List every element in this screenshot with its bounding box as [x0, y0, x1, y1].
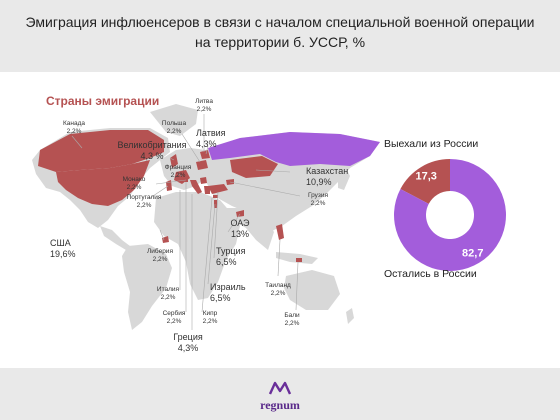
- label-france: Франция 2,2%: [164, 164, 192, 179]
- leader-line: [155, 179, 187, 185]
- country-israel: [214, 200, 217, 208]
- country-uk: [170, 154, 178, 168]
- label-kazakhstan: Казахстан 10,9%: [306, 166, 349, 187]
- land-central-america: [100, 226, 130, 250]
- leader-line: [277, 239, 281, 277]
- country-kazakhstan: [230, 156, 278, 178]
- land-greenland: [150, 104, 198, 136]
- country-turkey: [208, 184, 228, 194]
- country-serbia: [200, 177, 207, 184]
- land-south-america: [122, 244, 172, 330]
- leader-line: [207, 203, 216, 285]
- country-portugal: [166, 180, 172, 191]
- label-lithuania: Литва 2,2%: [195, 98, 213, 113]
- label-turkey: Турция 6,5%: [216, 246, 246, 267]
- label-cyprus: Кипр 2,2%: [202, 310, 218, 325]
- label-italy: Италия 2,2%: [156, 286, 180, 301]
- country-cyprus: [213, 195, 218, 198]
- country-liberia: [162, 236, 169, 243]
- country-thailand: [276, 224, 284, 240]
- donut-value-label: 17,3: [416, 171, 437, 183]
- label-liberia: Либерия 2,2%: [147, 248, 173, 263]
- leader-line: [295, 261, 299, 311]
- footer-band: [0, 368, 560, 420]
- label-uae: ОАЭ 13%: [230, 218, 250, 239]
- regnum-logo-icon: [268, 381, 292, 395]
- donut-slice: [400, 159, 450, 204]
- country-usa: [56, 160, 150, 206]
- leader-line: [201, 197, 213, 313]
- page-title: Эмиграция инфлюенсеров в связи с началом…: [25, 14, 535, 50]
- leader-line: [229, 181, 301, 197]
- country-baltics: [200, 150, 210, 159]
- land-japan: [338, 168, 350, 190]
- label-uk: Великобритания 4,3 %: [117, 140, 187, 161]
- leader-line: [181, 133, 201, 163]
- brand-name: regnum: [260, 398, 300, 412]
- donut-slice: [394, 159, 506, 271]
- country-greece: [204, 186, 210, 194]
- label-thailand: Таиланд 2,2%: [265, 282, 291, 297]
- country-uae: [236, 210, 244, 217]
- land-south-asia: [224, 208, 274, 250]
- donut-chart: 17,3 82,7: [394, 159, 506, 271]
- label-usa: США 19,6%: [50, 238, 76, 259]
- country-bali: [296, 258, 302, 262]
- donut-label-left: Выехали из России: [384, 138, 479, 150]
- highlighted-countries: [38, 130, 380, 262]
- country-russia: [208, 132, 380, 166]
- country-poland: [196, 160, 208, 170]
- country-italy: [190, 180, 202, 194]
- header-band: [0, 0, 560, 72]
- map-title: Страны эмиграции: [46, 94, 160, 108]
- label-latvia: Латвия 4,3%: [196, 128, 226, 149]
- label-monaco: Монако 2,2%: [122, 176, 146, 191]
- leader-lines: [71, 114, 301, 330]
- leader-line: [159, 229, 165, 241]
- donut-label-stayed: Остались в России: [384, 268, 477, 280]
- label-bali: Бали 2,2%: [284, 312, 300, 327]
- leader-line: [169, 157, 175, 161]
- country-canada: [38, 130, 164, 172]
- label-greece: Греция 4,3%: [173, 332, 203, 353]
- label-canada: Канада 2,2%: [62, 120, 85, 135]
- land-new-zealand: [346, 308, 354, 324]
- land-australia: [284, 270, 340, 310]
- label-georgia: Грузия 2,2%: [307, 192, 329, 207]
- label-poland: Польша 2,2%: [161, 120, 187, 135]
- leader-line: [227, 213, 241, 233]
- leader-line: [177, 173, 183, 177]
- donut-value-label: 82,7: [462, 248, 483, 260]
- leader-line: [213, 191, 219, 259]
- land-africa: [154, 192, 240, 300]
- leader-line: [71, 135, 83, 149]
- leader-line: [149, 185, 169, 199]
- label-serbia: Сербия 2,2%: [162, 310, 186, 325]
- leader-line: [255, 169, 291, 173]
- leader-line: [205, 145, 209, 155]
- label-israel: Израиль 6,5%: [210, 282, 246, 303]
- label-portugal: Португалия 2,2%: [126, 194, 162, 209]
